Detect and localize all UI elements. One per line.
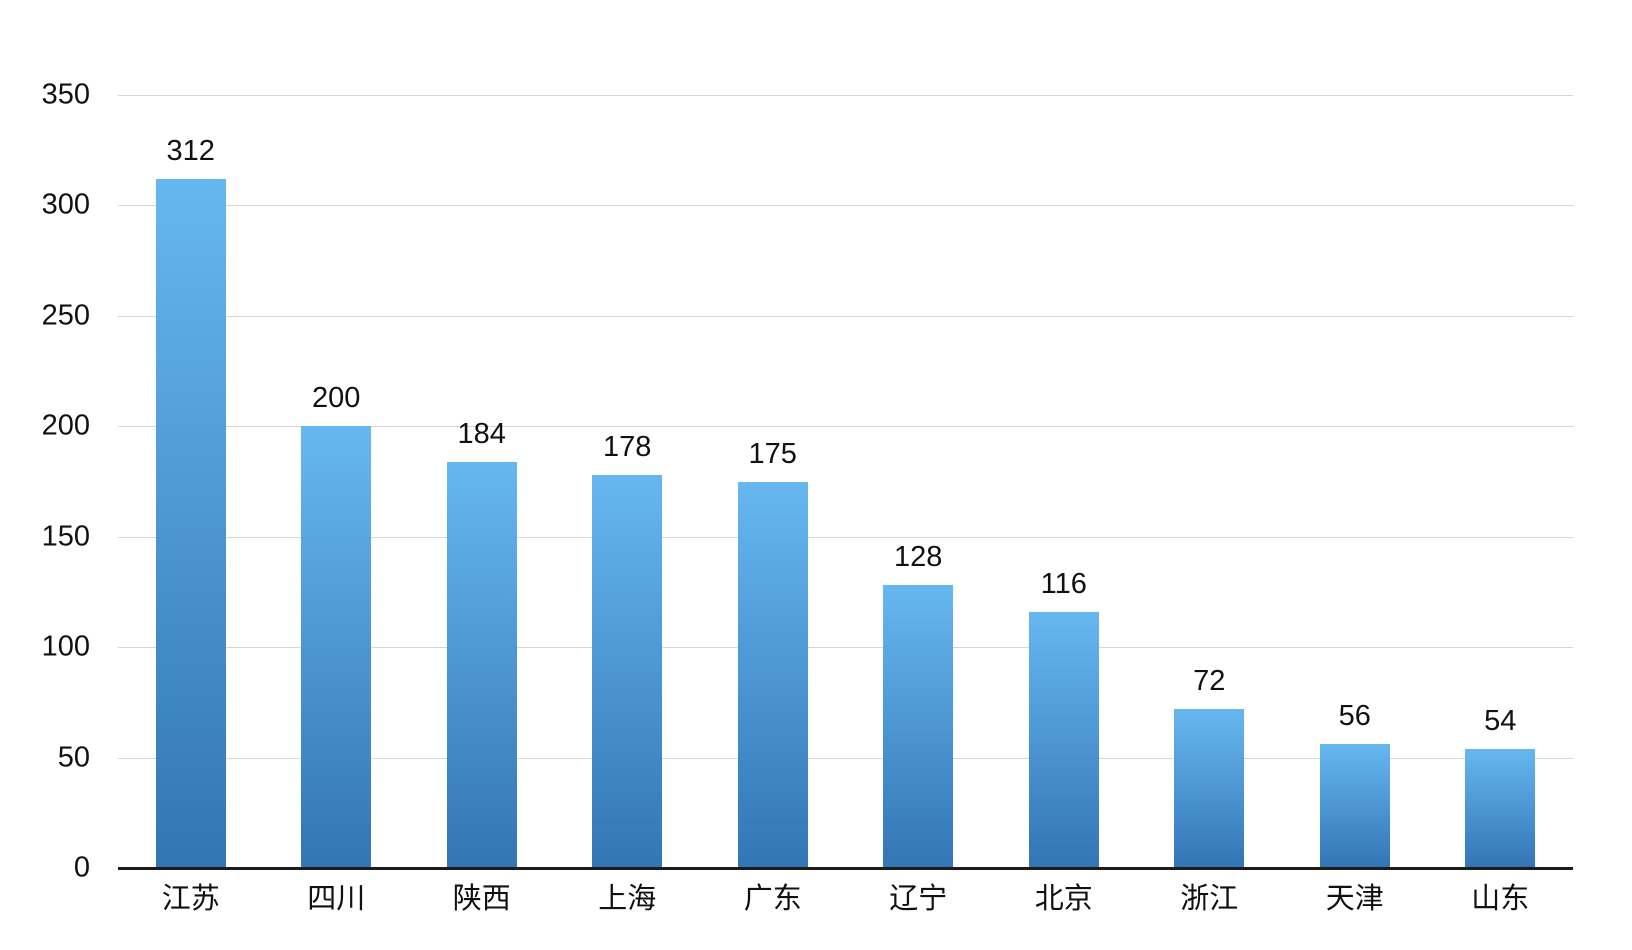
bar-group: 184 — [409, 95, 555, 868]
gridline — [118, 95, 1573, 96]
bar-group: 175 — [700, 95, 846, 868]
bar-group: 72 — [1137, 95, 1283, 868]
bar-value-label: 54 — [1484, 704, 1517, 737]
bar-group: 56 — [1282, 95, 1428, 868]
y-axis-tick-label: 100 — [41, 630, 90, 663]
bar-value-label: 128 — [894, 541, 943, 574]
bar-value-label: 116 — [1040, 567, 1087, 600]
x-axis-tick-label: 江苏 — [161, 883, 220, 915]
y-axis-tick-label: 250 — [41, 299, 90, 332]
x-axis-tick-label: 陕西 — [452, 883, 511, 915]
x-axis-tick-label: 广东 — [743, 883, 802, 915]
bar-group: 116 — [991, 95, 1137, 868]
gridline — [118, 315, 1573, 317]
bar — [1465, 748, 1536, 868]
bar-value-label: 56 — [1338, 700, 1371, 733]
gridline — [118, 205, 1573, 207]
y-axis-tick-label: 300 — [41, 188, 90, 221]
bar-value-label: 184 — [457, 417, 506, 450]
x-axis-labels: 江苏 四川 陕西 上海 广东 辽宁 北京 浙江 天津 山东 — [118, 883, 1573, 916]
gridline — [118, 757, 1573, 759]
bar-group: 200 — [264, 95, 410, 868]
bar — [1174, 708, 1245, 868]
x-axis-tick-label: 四川 — [307, 883, 366, 915]
bar — [446, 461, 517, 868]
bar — [1028, 611, 1099, 868]
x-axis-tick-label: 北京 — [1034, 883, 1093, 915]
x-axis-tick-label: 上海 — [598, 883, 657, 915]
gridline — [118, 536, 1573, 538]
bar-group: 178 — [555, 95, 701, 868]
bar — [737, 481, 808, 868]
gridline — [118, 647, 1573, 649]
bar-value-label: 175 — [748, 437, 797, 470]
bar — [883, 585, 954, 868]
y-axis-tick-label: 150 — [41, 520, 90, 553]
bar — [592, 474, 663, 868]
bar-group: 312 — [118, 95, 264, 868]
x-axis-tick-label: 天津 — [1325, 883, 1384, 915]
x-axis-line — [118, 866, 1573, 870]
y-axis-tick-label: 200 — [41, 409, 90, 442]
bar-value-label: 312 — [166, 134, 215, 167]
bars-container: 312 200 184 178 175 128 116 72 56 54 — [118, 95, 1573, 868]
x-axis-tick-label: 山东 — [1471, 883, 1530, 915]
bar-value-label: 72 — [1193, 664, 1226, 697]
x-axis-tick-label: 浙江 — [1180, 883, 1239, 915]
y-axis: 0 50 100 150 200 250 300 350 — [0, 80, 90, 882]
plot-area: 312 200 184 178 175 128 116 72 56 54 — [118, 95, 1573, 870]
y-axis-tick-label: 0 — [73, 851, 90, 884]
gridline — [118, 426, 1573, 428]
x-axis-tick-label: 辽宁 — [889, 883, 948, 915]
y-axis-tick-label: 350 — [41, 78, 90, 111]
bar-value-label: 200 — [312, 382, 361, 415]
bar — [301, 426, 372, 868]
bar — [1319, 744, 1390, 868]
bar-value-label: 178 — [603, 430, 652, 463]
bar-group: 54 — [1428, 95, 1574, 868]
y-axis-tick-label: 50 — [57, 741, 90, 774]
bar — [155, 178, 226, 868]
bar-group: 128 — [846, 95, 992, 868]
